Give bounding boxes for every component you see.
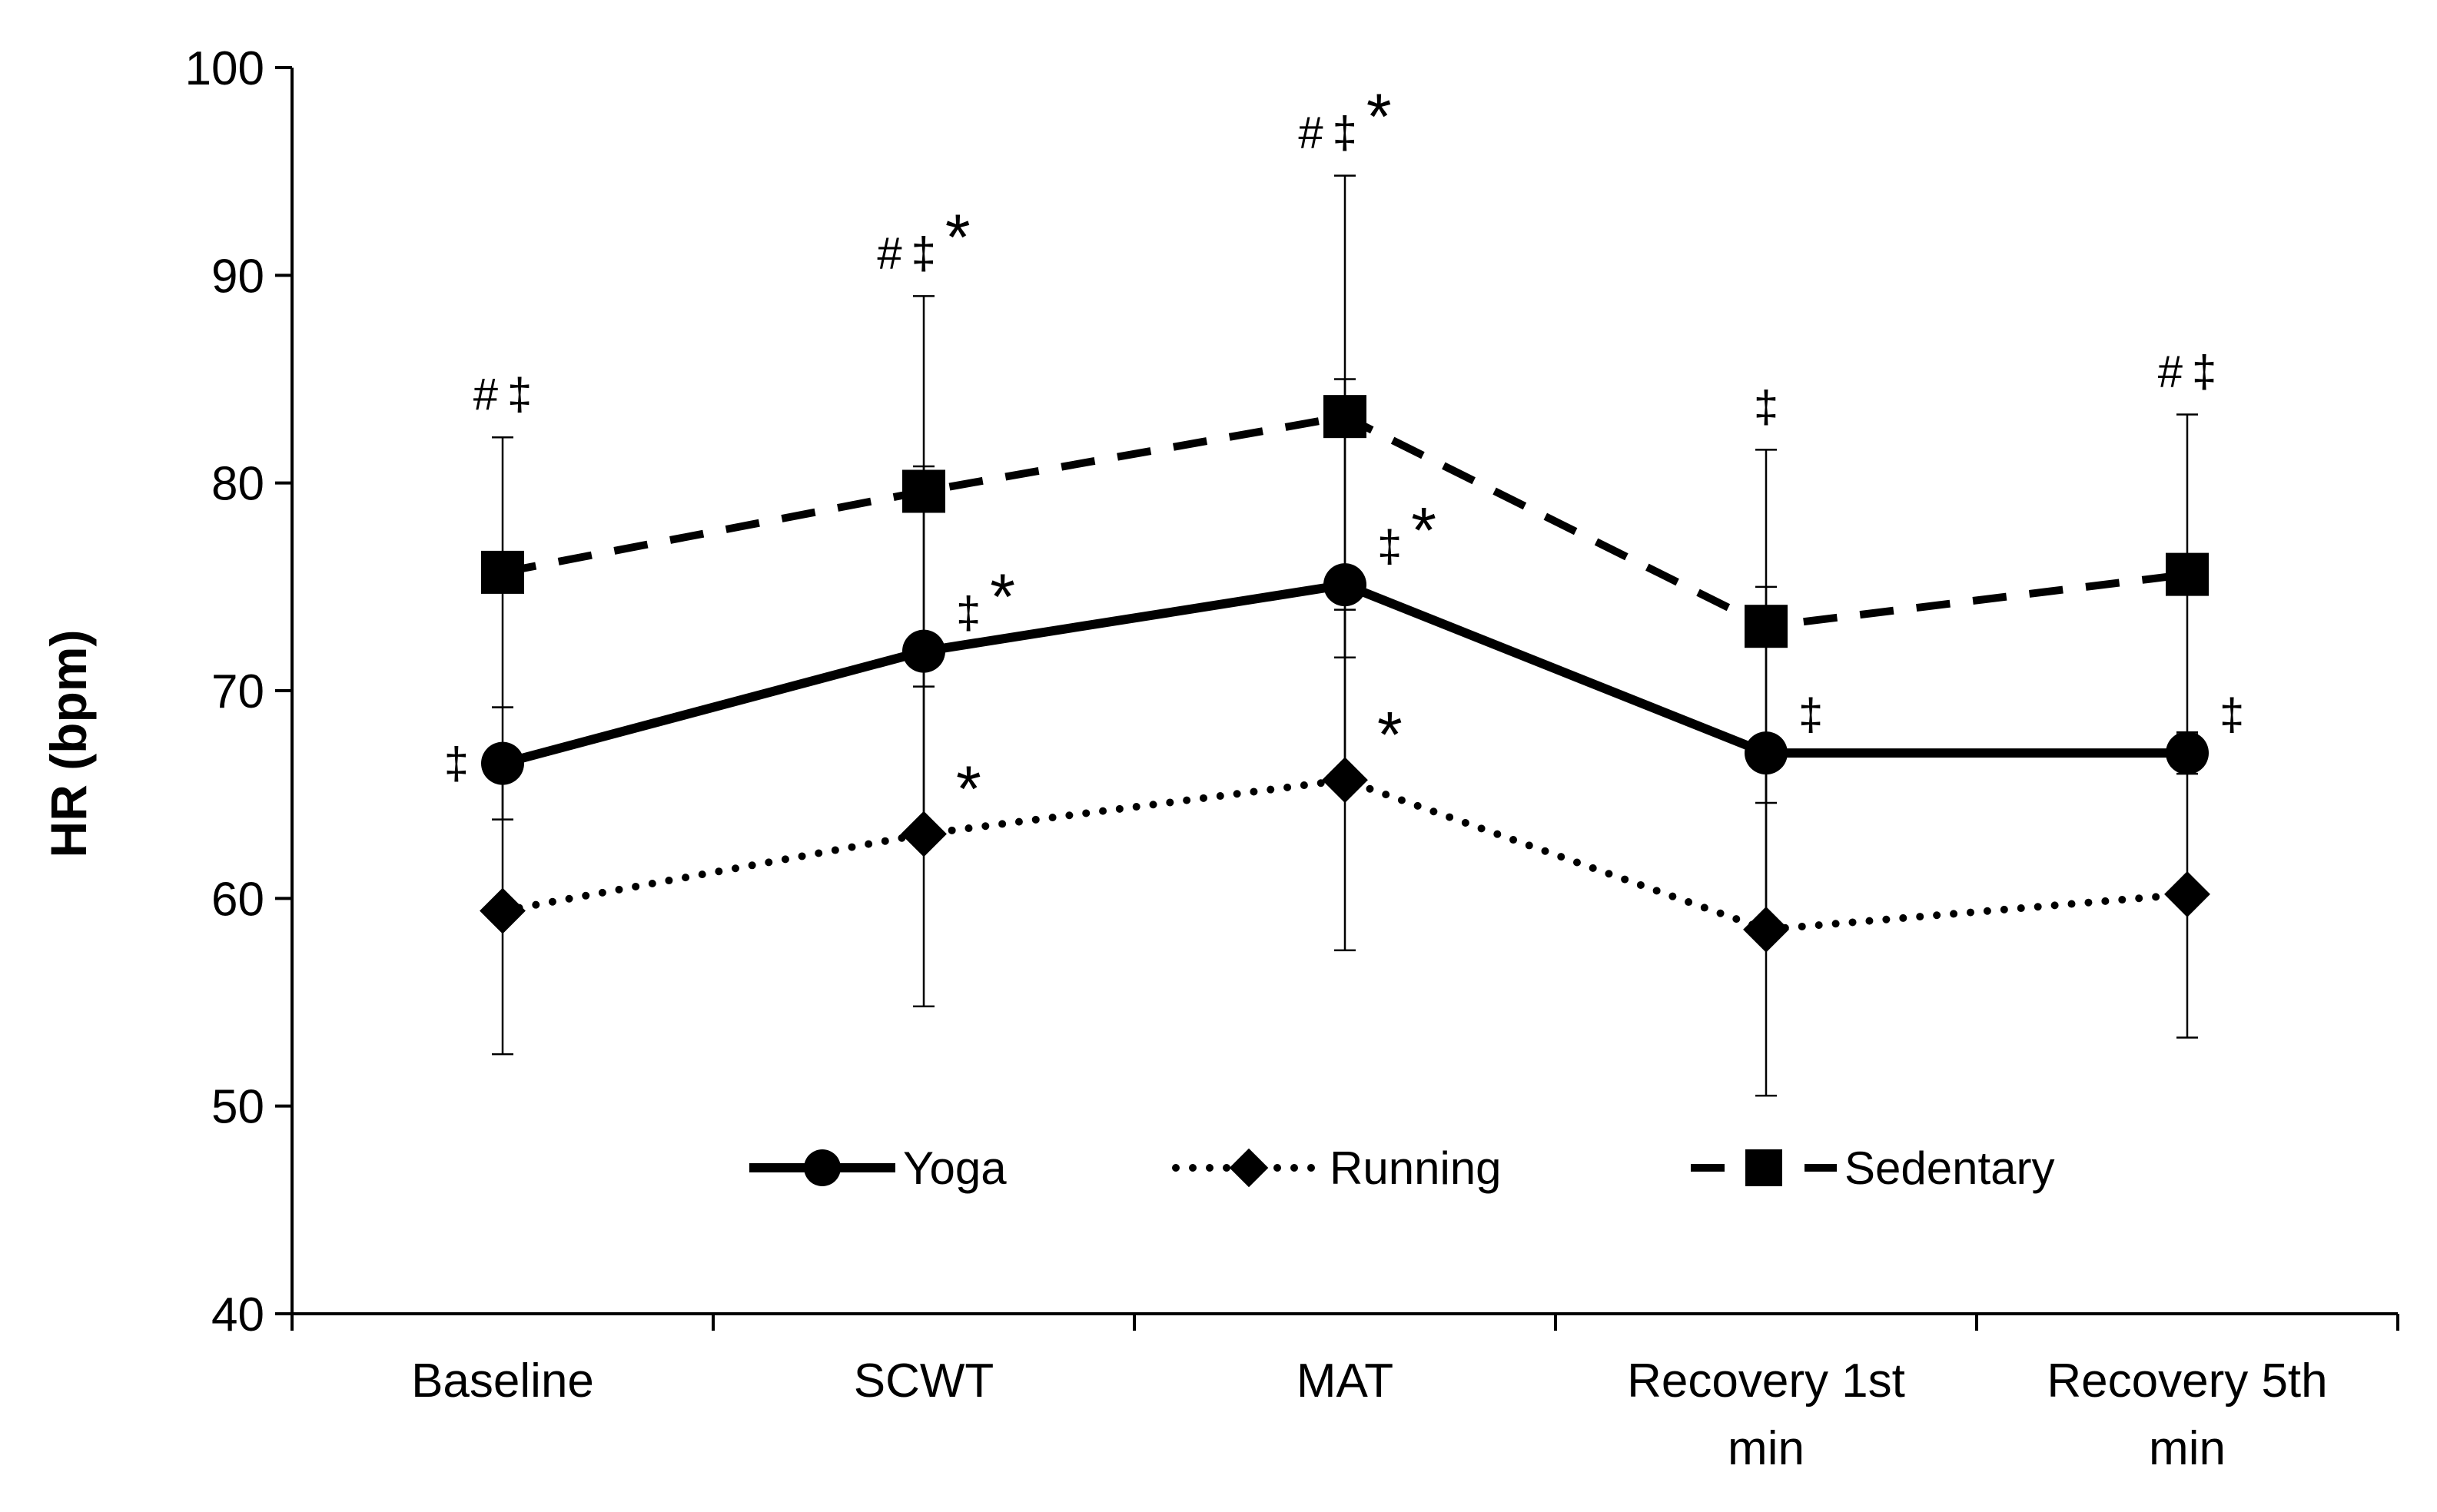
annotation-symbol: ‡ bbox=[1377, 522, 1402, 572]
data-point-running bbox=[901, 811, 947, 857]
series-markers bbox=[480, 395, 2210, 953]
x-tick-label-line: Recovery 1st bbox=[1627, 1354, 1905, 1408]
data-point-sedentary bbox=[1323, 395, 1366, 439]
annotation-yoga: ‡ bbox=[2220, 690, 2244, 740]
data-point-yoga bbox=[2166, 731, 2209, 775]
x-tick-label: Baseline bbox=[411, 1354, 594, 1408]
data-point-sedentary bbox=[902, 469, 945, 513]
annotation-symbol: * bbox=[1377, 698, 1403, 771]
data-point-yoga bbox=[1323, 563, 1366, 607]
legend-marker-sedentary bbox=[1745, 1149, 1782, 1186]
annotation-symbol: ‡ bbox=[2220, 690, 2244, 740]
data-point-sedentary bbox=[2166, 552, 2209, 596]
annotation-sedentary: # ‡ bbox=[2158, 346, 2217, 396]
annotation-yoga: ‡ * bbox=[956, 561, 1015, 638]
significance-annotations: ‡‡ *‡ *‡ ‡**# ‡# ‡ *# ‡ *‡# ‡ bbox=[444, 81, 2245, 825]
x-tick-label-line: MAT bbox=[1297, 1354, 1393, 1408]
legend-label-running: Running bbox=[1330, 1142, 1502, 1194]
data-point-sedentary bbox=[481, 550, 524, 594]
annotation-symbol: * bbox=[1366, 81, 1392, 153]
data-point-sedentary bbox=[1745, 605, 1788, 648]
annotation-sedentary: # ‡ * bbox=[1298, 81, 1391, 158]
y-tick-label: 50 bbox=[211, 1081, 264, 1134]
data-point-running bbox=[1322, 757, 1368, 804]
data-point-running bbox=[2164, 871, 2210, 917]
annotation-running: * bbox=[956, 753, 981, 825]
annotation-symbol: ‡ bbox=[1798, 690, 1823, 740]
annotation-symbol: # bbox=[877, 228, 901, 278]
y-tick-label: 100 bbox=[185, 42, 264, 95]
annotation-symbol: # bbox=[1298, 108, 1323, 158]
annotation-symbol: * bbox=[945, 201, 971, 273]
legend-marker-running bbox=[1229, 1148, 1269, 1188]
x-tick-label: SCWT bbox=[854, 1354, 994, 1408]
x-tick-label-line: min bbox=[1728, 1422, 1805, 1475]
annotation-symbol: ‡ bbox=[1754, 382, 1778, 432]
annotation-yoga: ‡ bbox=[444, 739, 469, 789]
y-tick-label: 40 bbox=[211, 1288, 264, 1341]
annotation-symbol: * bbox=[990, 561, 1015, 633]
legend-marker-yoga bbox=[804, 1149, 841, 1186]
x-tick-label-line: Recovery 5th bbox=[2047, 1354, 2327, 1408]
annotation-symbol: * bbox=[956, 753, 981, 825]
x-tick-label: Recovery 1st min bbox=[1627, 1354, 1905, 1475]
annotation-symbol: ‡ bbox=[507, 370, 532, 419]
data-point-yoga bbox=[902, 629, 945, 673]
annotation-symbol: ‡ bbox=[2192, 346, 2216, 396]
annotation-yoga: ‡ * bbox=[1377, 494, 1436, 572]
data-point-yoga bbox=[481, 741, 524, 785]
annotation-sedentary: # ‡ * bbox=[877, 201, 970, 278]
x-tick-label: Recovery 5th min bbox=[2047, 1354, 2327, 1475]
x-tick-label: MAT bbox=[1297, 1354, 1393, 1408]
y-tick-label: 60 bbox=[211, 873, 264, 926]
legend-label-sedentary: Sedentary bbox=[1844, 1142, 2055, 1194]
axes: 40 50 60 70 80 90 100 Baseline SCWT MAT Recovery 1… bbox=[185, 42, 2399, 1475]
error-bars bbox=[492, 174, 2198, 1097]
annotation-running: * bbox=[1377, 698, 1403, 771]
x-tick-label-line: Baseline bbox=[411, 1354, 594, 1408]
annotation-symbol: ‡ bbox=[956, 589, 981, 638]
series-line-running bbox=[499, 776, 2191, 933]
data-point-yoga bbox=[1745, 731, 1788, 775]
annotation-sedentary: # ‡ bbox=[473, 370, 533, 419]
y-tick-label: 70 bbox=[211, 665, 264, 718]
annotation-symbol: ‡ bbox=[444, 739, 469, 789]
annotation-symbol: # bbox=[2158, 346, 2183, 396]
annotation-symbol: ‡ bbox=[911, 228, 936, 278]
legend: Yoga Running Sedentary bbox=[749, 1142, 2055, 1194]
annotation-sedentary: ‡ bbox=[1754, 382, 1778, 432]
data-point-running bbox=[480, 887, 526, 934]
y-tick-label: 80 bbox=[211, 458, 264, 511]
annotation-symbol: * bbox=[1411, 494, 1436, 566]
legend-label-yoga: Yoga bbox=[903, 1142, 1007, 1194]
y-axis-title: HR (bpm) bbox=[40, 630, 97, 858]
data-point-running bbox=[1743, 906, 1789, 953]
x-tick-label-line: min bbox=[2149, 1422, 2226, 1475]
annotation-symbol: ‡ bbox=[1333, 108, 1357, 158]
x-tick-label-line: SCWT bbox=[854, 1354, 994, 1408]
y-tick-label: 90 bbox=[211, 250, 264, 303]
annotation-yoga: ‡ bbox=[1798, 690, 1823, 740]
annotation-symbol: # bbox=[473, 370, 498, 419]
